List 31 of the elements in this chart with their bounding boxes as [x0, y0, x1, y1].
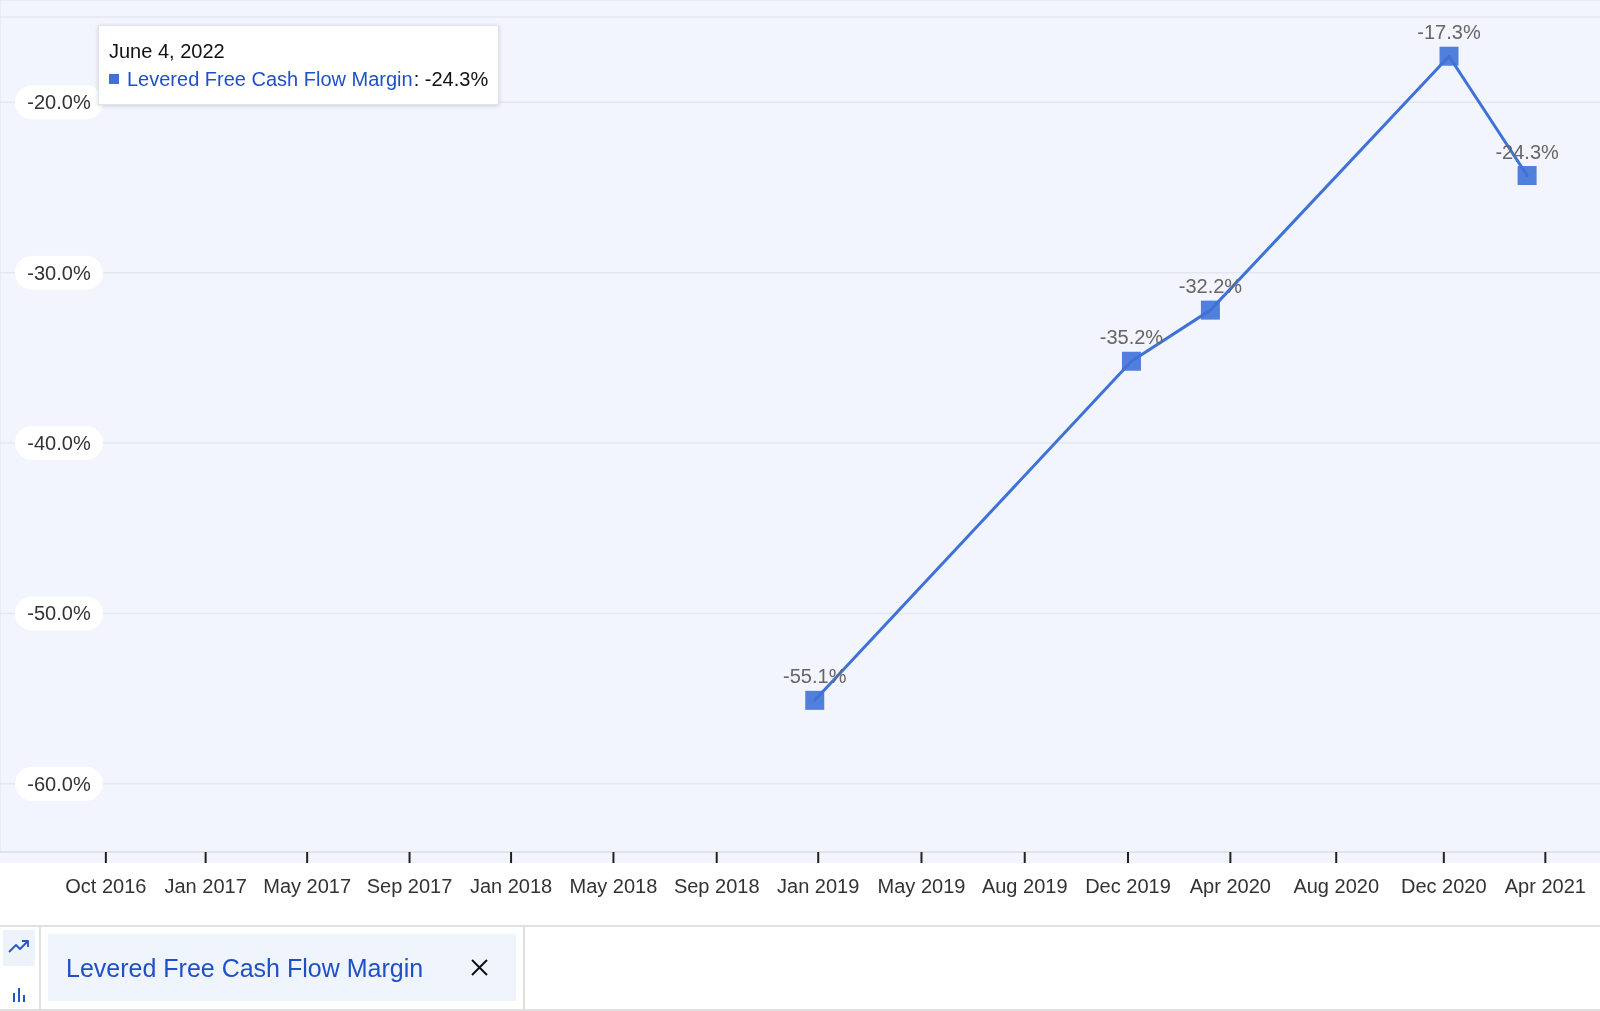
point: [1517, 166, 1537, 186]
annotation: : -24.3%: [413, 67, 489, 92]
data-label: -35.2%: [1099, 326, 1164, 349]
x-tick-label: Sep 2017: [366, 875, 453, 898]
y-tick-label: -30.0%: [27, 261, 91, 284]
point: [805, 690, 825, 710]
point: [1121, 351, 1141, 371]
text: Levered Free Cash Flow Margin: [66, 954, 424, 982]
legend-title: June 4, 2022: [109, 39, 226, 64]
x-tick-label: Apr 2021: [1504, 875, 1586, 898]
x-tick-label: Aug 2020: [1293, 875, 1380, 898]
y-tick-label: -50.0%: [27, 602, 91, 625]
x-tick-label: Dec 2020: [1401, 875, 1487, 898]
x-tick-label: May 2018: [569, 875, 658, 898]
x-tick-label: Jan 2019: [777, 875, 860, 898]
x-tick-label: Apr 2020: [1189, 875, 1271, 898]
data-label: -17.3%: [1417, 21, 1481, 44]
x-tick-label: Dec 2019: [1085, 875, 1171, 898]
x-tick-label: Aug 2019: [981, 875, 1068, 898]
legend-label: Levered Free Cash Flow Margin: [127, 67, 413, 92]
x-tick-label: Jan 2017: [164, 875, 247, 898]
x-tick-label: Sep 2018: [673, 875, 760, 898]
x-tick-label: Jan 2018: [469, 875, 553, 898]
x-tick-label: Oct 2016: [65, 875, 147, 898]
y-tick-label: -20.0%: [27, 91, 91, 114]
y-tick-label: -40.0%: [27, 432, 91, 455]
y-tick-label: -60.0%: [27, 772, 91, 795]
x-tick-label: May 2019: [877, 875, 966, 898]
x-tick-label: May 2017: [263, 875, 352, 898]
point: [1200, 300, 1220, 320]
point: [1439, 46, 1459, 66]
